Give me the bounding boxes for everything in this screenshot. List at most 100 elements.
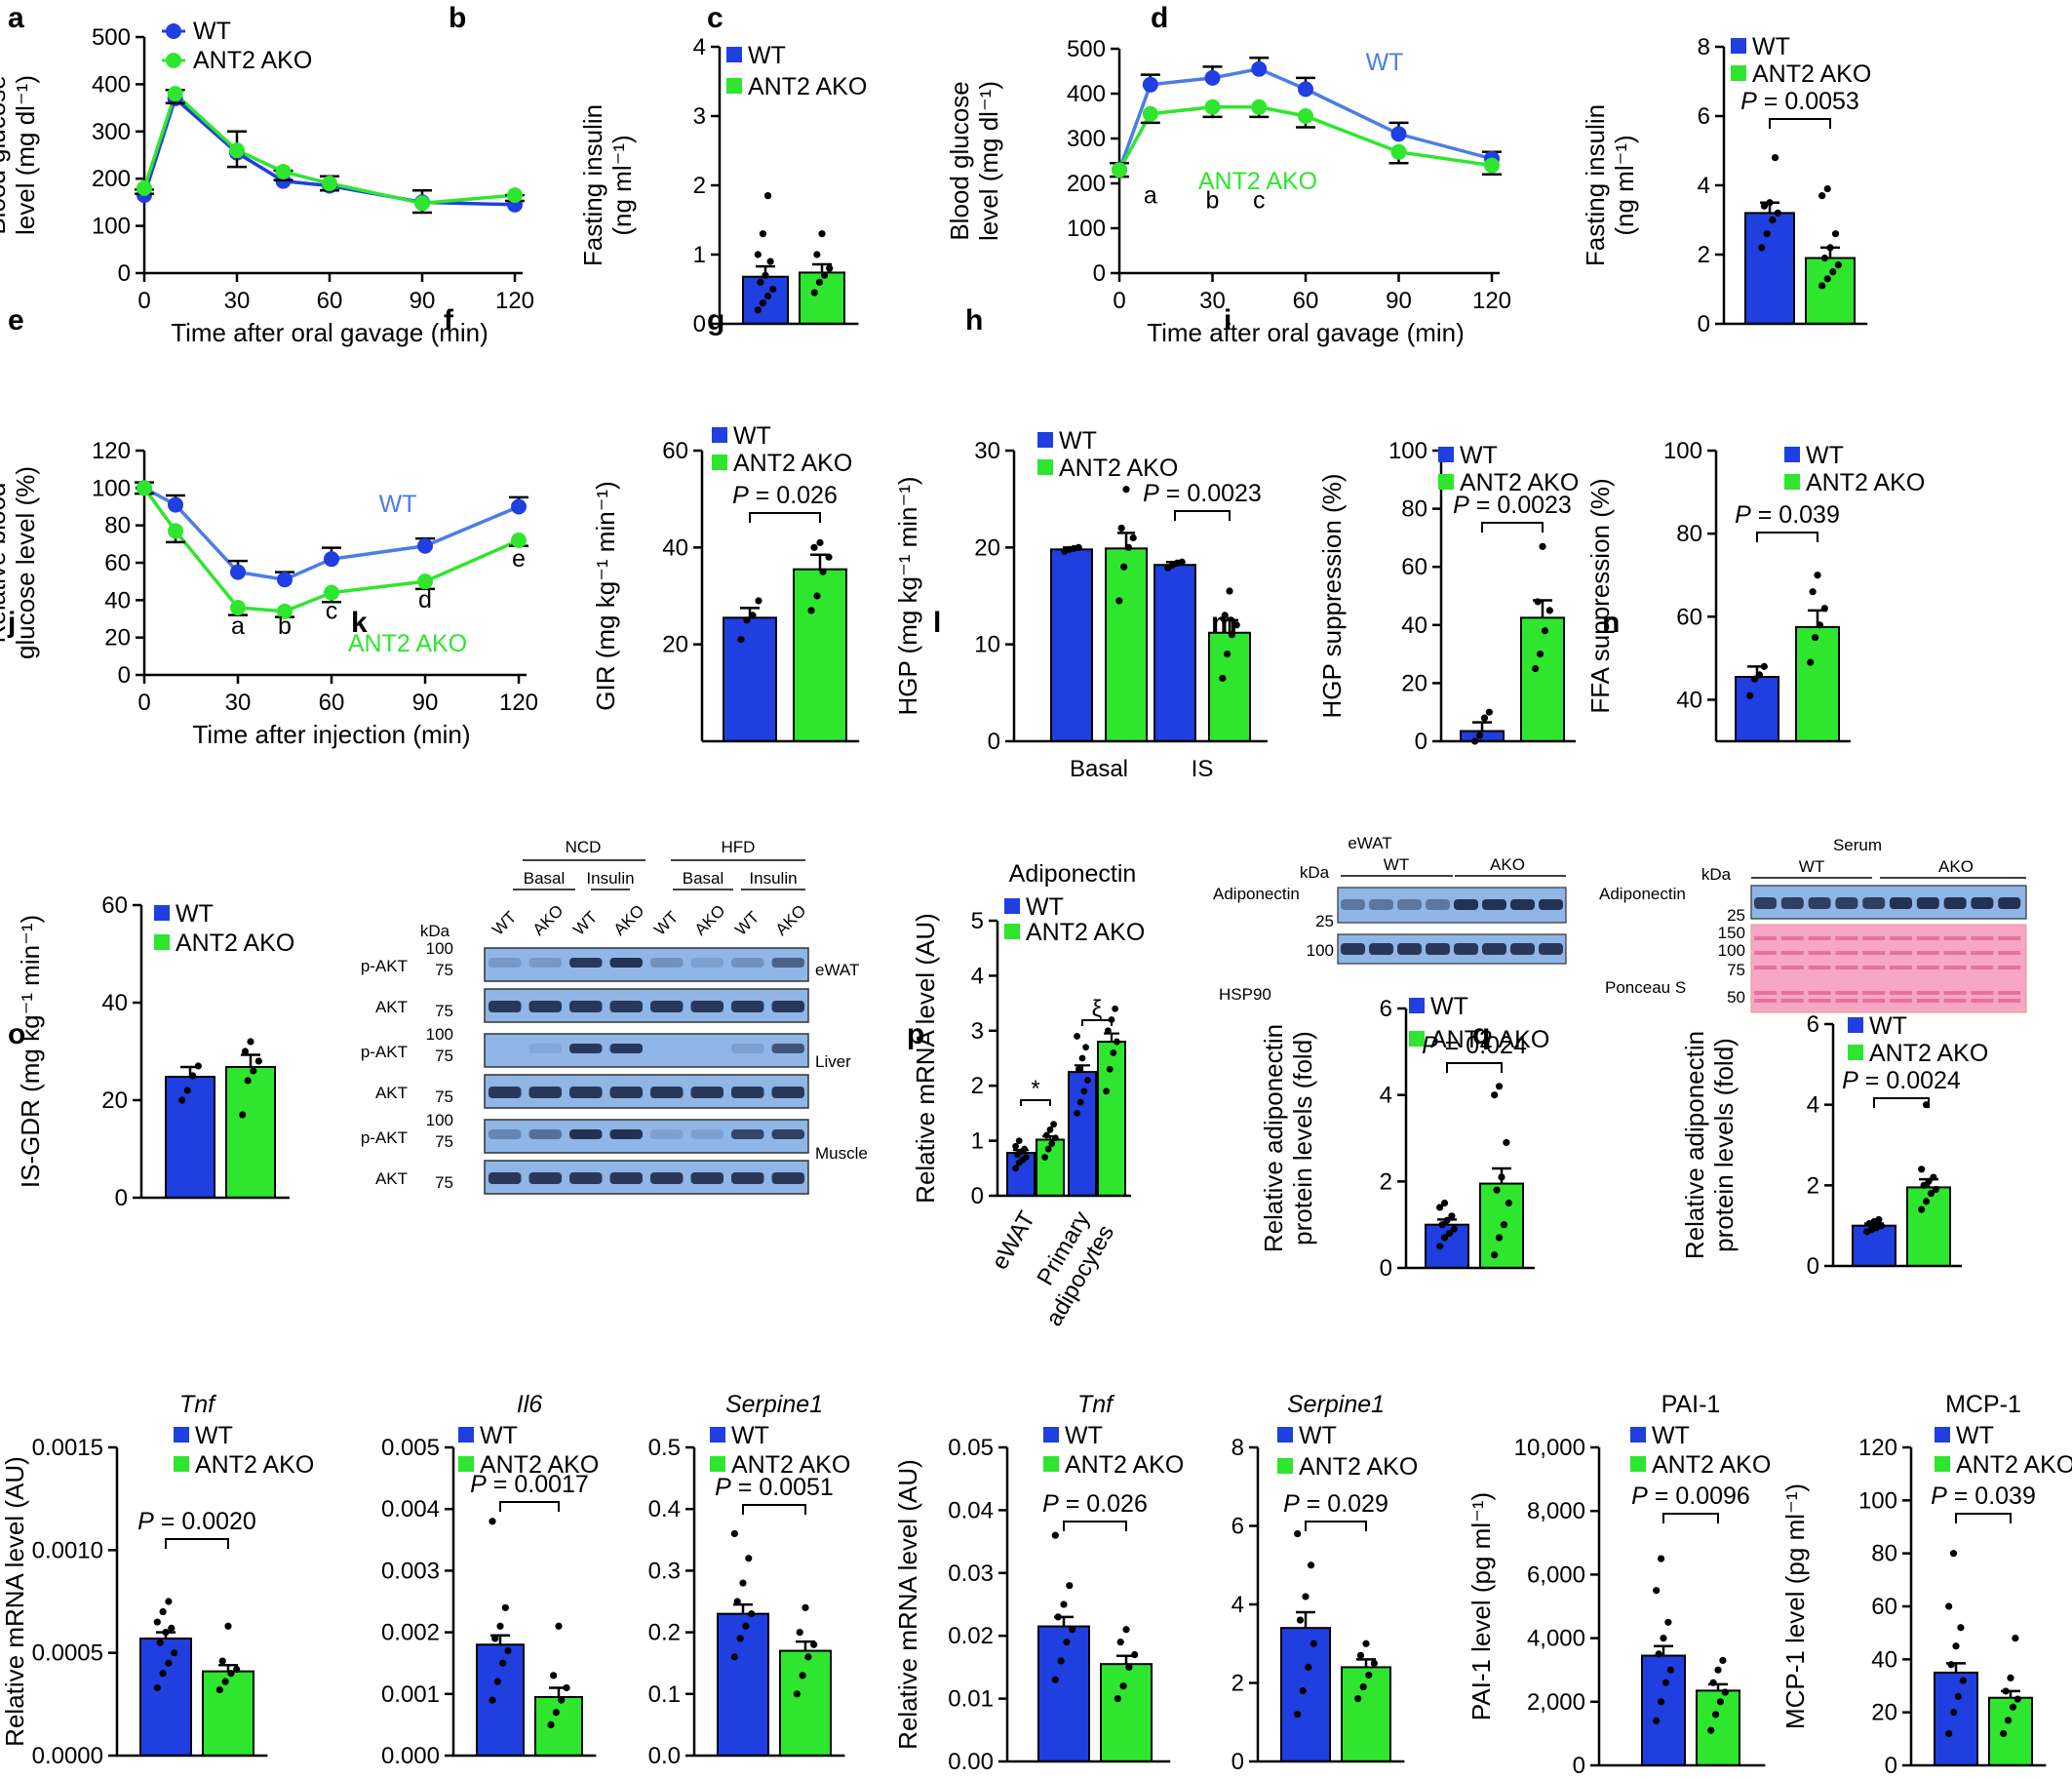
significance-letter: c <box>326 598 338 625</box>
bar-wt <box>1744 212 1795 325</box>
data-point <box>1044 1145 1052 1153</box>
data-point <box>2009 1703 2017 1711</box>
y-tick-label: 40 <box>101 990 128 1016</box>
data-point <box>171 1649 178 1657</box>
data-point <box>804 1653 812 1661</box>
ponceau-band <box>1943 951 1967 955</box>
data-point <box>1119 1682 1127 1690</box>
data-point <box>491 1635 499 1642</box>
data-point <box>1084 1077 1091 1084</box>
data-point <box>159 1607 167 1616</box>
data-point <box>1436 1204 1444 1211</box>
blot-band <box>569 1172 603 1184</box>
data-point <box>1076 1098 1084 1106</box>
x-tick-label: 0 <box>137 288 150 314</box>
data-point <box>1505 1199 1512 1207</box>
x-axis-label: Time after injection (min) <box>192 720 470 749</box>
y-tick-label: 60 <box>1676 604 1702 630</box>
data-point <box>189 1072 197 1080</box>
legend-label-wt: WT <box>1956 1422 1994 1449</box>
series-label-wt: WT <box>379 491 417 518</box>
y-axis-label: PAI-1 level (pg ml⁻¹) <box>1466 1492 1496 1720</box>
legend-swatch-ako <box>1043 1456 1059 1472</box>
y-axis-label: HGP suppression (%) <box>1317 474 1347 719</box>
y-axis-label: Fasting insulin <box>1581 104 1610 266</box>
data-point <box>1925 1177 1933 1185</box>
chart-title: Tnf <box>179 1391 217 1418</box>
ponceau-band <box>1890 999 1912 1003</box>
data-point <box>555 1622 563 1630</box>
legend-label-wt: WT <box>1806 442 1844 469</box>
data-point <box>1365 1671 1373 1680</box>
y-tick-label: 4 <box>971 963 984 989</box>
kda-marker: 75 <box>435 1132 453 1151</box>
y-tick-label: 6,000 <box>1527 1562 1585 1588</box>
blot-band <box>569 1001 603 1012</box>
blot-band <box>771 1129 804 1139</box>
significance-letter: b <box>1206 186 1220 214</box>
blot-band <box>528 1001 562 1012</box>
data-point-ako <box>277 603 293 619</box>
blot-title: eWAT <box>1348 834 1391 852</box>
legend-label-wt: WT <box>1430 993 1468 1020</box>
x-tick-label: 120 <box>495 288 534 314</box>
data-point-ako <box>229 142 245 159</box>
x-tick-label: 90 <box>412 690 439 716</box>
data-point <box>1829 268 1837 276</box>
data-point <box>1125 1663 1133 1671</box>
panel-label-d: d <box>1151 2 1168 34</box>
data-point <box>233 1665 241 1674</box>
blot-band <box>650 958 684 968</box>
p-value: P = 0.039 <box>1735 501 1840 529</box>
data-point <box>1719 1656 1727 1665</box>
data-point <box>1875 1215 1883 1224</box>
legend-swatch-wt <box>1438 447 1454 462</box>
data-point <box>1707 1726 1715 1734</box>
data-point <box>168 1624 176 1632</box>
data-point <box>1760 202 1769 210</box>
data-point-ako <box>417 573 433 590</box>
data-point <box>1066 1582 1074 1590</box>
ponceau-band <box>1808 991 1831 995</box>
legend-label-ako: ANT2 AKO <box>1430 1026 1549 1053</box>
bar-wt <box>165 1076 215 1199</box>
data-point <box>736 1635 744 1642</box>
legend-swatch-ako <box>1438 474 1454 490</box>
kda-marker: 100 <box>1718 941 1745 960</box>
data-point <box>801 1603 809 1611</box>
data-point <box>1078 1054 1086 1062</box>
legend-swatch-ako <box>1935 1456 1950 1472</box>
ponceau-band <box>1808 999 1831 1003</box>
legend-label-ako: ANT2 AKO <box>1956 1451 2072 1479</box>
ponceau-band <box>1916 999 1939 1003</box>
blot-band <box>1780 897 1804 909</box>
data-point <box>1129 534 1137 542</box>
y-tick-label: 0.2 <box>648 1620 681 1646</box>
y-tick-label: 0.02 <box>948 1623 994 1649</box>
data-point <box>1178 558 1186 566</box>
blot-band <box>1369 943 1393 955</box>
data-point <box>1826 244 1834 252</box>
ponceau-band <box>1754 991 1777 995</box>
y-tick-label: 0.005 <box>381 1435 440 1461</box>
data-point <box>1653 1717 1661 1724</box>
data-point-ako <box>414 195 430 212</box>
lane-label: WT <box>731 908 762 939</box>
chart-o2: 0.000 0.001 0.002 0.003 0.004 0.005 Il6 WTANT2 … <box>381 1391 599 1769</box>
y-tick-label: 0.0005 <box>32 1641 103 1667</box>
y-axis-label: protein levels (fold) <box>1709 1038 1739 1252</box>
blot-band <box>1835 897 1858 909</box>
legend-marker-wt <box>166 23 181 39</box>
significance-letter: d <box>418 586 432 613</box>
y-tick-label: 5 <box>971 908 984 934</box>
x-tick-label: 30 <box>225 690 252 716</box>
blot-band <box>528 1087 562 1098</box>
x-tick-label: 60 <box>317 288 343 314</box>
blot-band <box>1862 897 1886 909</box>
y-tick-label: 80 <box>104 513 131 539</box>
data-point <box>1657 1698 1665 1706</box>
panel-label-p: p <box>907 1018 924 1050</box>
legend-label-wt: WT <box>193 18 231 45</box>
